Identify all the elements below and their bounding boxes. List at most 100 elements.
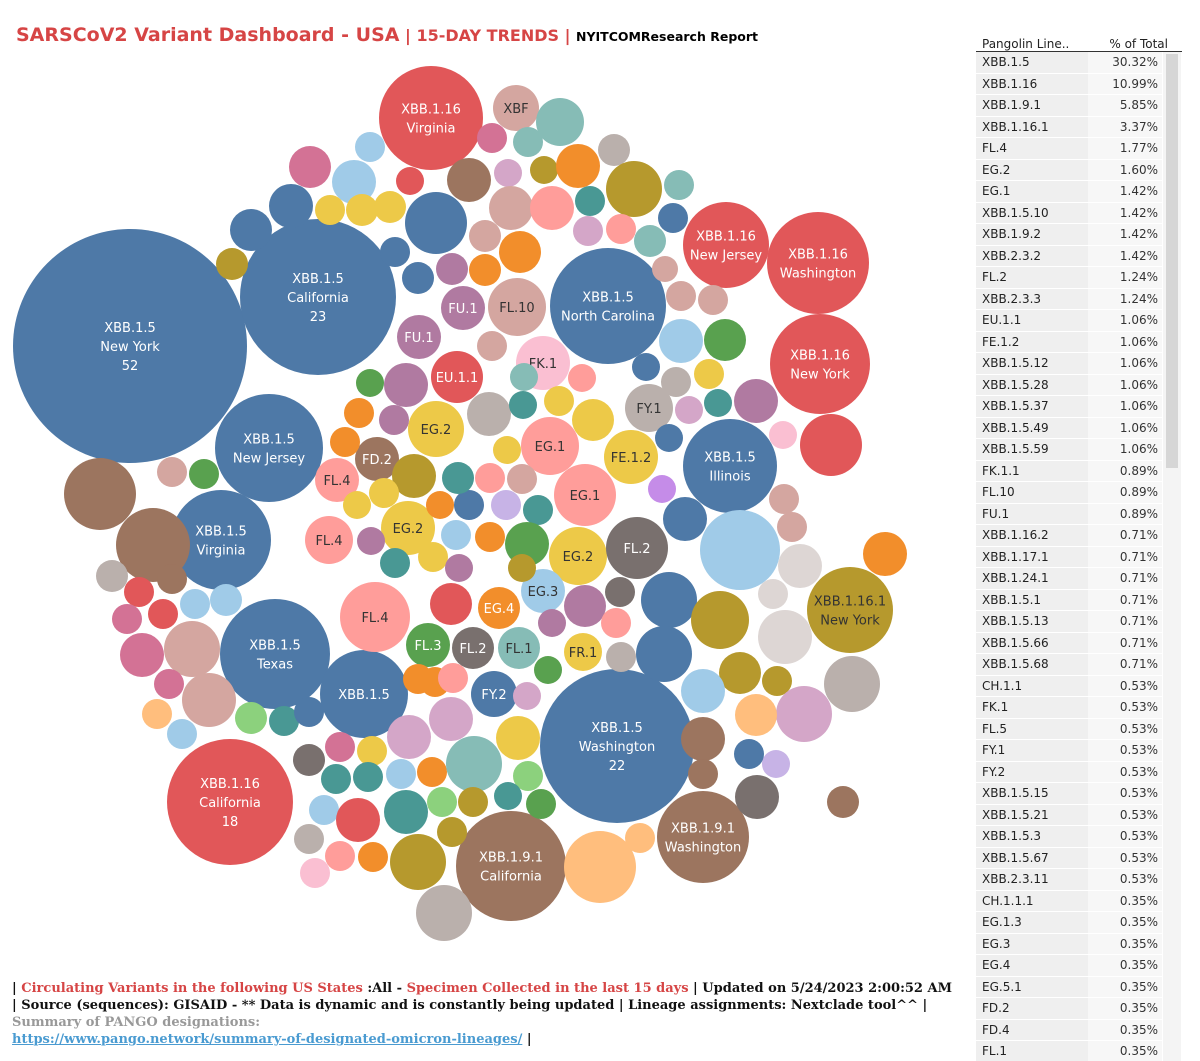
- table-row[interactable]: XBB.1.5.59 1.06%: [976, 439, 1182, 461]
- bubble-xbb-1-5-virginia[interactable]: XBB.1.5 Virginia: [171, 490, 271, 590]
- bubble-circle[interactable]: [405, 192, 467, 254]
- table-row[interactable]: FL.2 1.24%: [976, 267, 1182, 289]
- bubble-circle[interactable]: [661, 367, 691, 397]
- bubble[interactable]: [417, 757, 447, 787]
- bubble-circle[interactable]: [215, 394, 323, 502]
- bubble-circle[interactable]: [300, 858, 330, 888]
- bubble[interactable]: [536, 98, 584, 146]
- bubble-circle[interactable]: [770, 314, 870, 414]
- bubble-circle[interactable]: [625, 823, 655, 853]
- bubble-circle[interactable]: [386, 759, 416, 789]
- bubble-circle[interactable]: [475, 522, 505, 552]
- bubble-circle[interactable]: [408, 401, 464, 457]
- bubble[interactable]: [564, 831, 636, 903]
- bubble-circle[interactable]: [478, 587, 520, 629]
- bubble-circle[interactable]: [182, 673, 236, 727]
- bubble[interactable]: [632, 353, 660, 381]
- table-row[interactable]: XBB.1.16 10.99%: [976, 73, 1182, 95]
- bubble-circle[interactable]: [521, 417, 579, 475]
- bubble[interactable]: [508, 554, 536, 582]
- bubble[interactable]: [493, 436, 521, 464]
- bubble[interactable]: [442, 462, 474, 494]
- bubble-circle[interactable]: [343, 491, 371, 519]
- bubble-circle[interactable]: [496, 716, 540, 760]
- bubble-circle[interactable]: [688, 759, 718, 789]
- table-row[interactable]: XBB.1.16.2 0.71%: [976, 525, 1182, 547]
- bubble[interactable]: [467, 392, 511, 436]
- bubble[interactable]: [762, 666, 792, 696]
- bubble[interactable]: [120, 633, 164, 677]
- bubble[interactable]: [357, 527, 385, 555]
- bubble-eg-4[interactable]: EG.4: [478, 587, 520, 629]
- table-row[interactable]: XBB.2.3.11 0.53%: [976, 869, 1182, 891]
- bubble-circle[interactable]: [467, 392, 511, 436]
- bubble-fu-1[interactable]: FU.1: [397, 315, 441, 359]
- bubble-circle[interactable]: [700, 510, 780, 590]
- bubble[interactable]: [605, 577, 635, 607]
- bubble-circle[interactable]: [659, 319, 703, 363]
- bubble[interactable]: [704, 389, 732, 417]
- bubble-circle[interactable]: [436, 253, 468, 285]
- bubble-circle[interactable]: [384, 790, 428, 834]
- bubble[interactable]: [189, 459, 219, 489]
- bubble-circle[interactable]: [142, 699, 172, 729]
- bubble-eg-2[interactable]: EG.2: [549, 527, 607, 585]
- bubble-circle[interactable]: [397, 315, 441, 359]
- bubble[interactable]: [167, 719, 197, 749]
- bubble-circle[interactable]: [534, 656, 562, 684]
- bubble[interactable]: [507, 464, 537, 494]
- bubble[interactable]: [606, 214, 636, 244]
- bubble-circle[interactable]: [356, 369, 384, 397]
- bubble[interactable]: [437, 817, 467, 847]
- bubble-fy-1[interactable]: FY.1: [625, 384, 673, 432]
- bubble-eg-3[interactable]: EG.3: [521, 569, 565, 613]
- bubble[interactable]: [534, 656, 562, 684]
- bubble-circle[interactable]: [758, 610, 812, 664]
- bubble[interactable]: [496, 716, 540, 760]
- bubble-circle[interactable]: [431, 351, 483, 403]
- bubble-circle[interactable]: [216, 248, 248, 280]
- bubble-xbf[interactable]: XBF: [493, 85, 539, 131]
- bubble-circle[interactable]: [824, 656, 880, 712]
- bubble[interactable]: [658, 203, 688, 233]
- table-row[interactable]: EG.3 0.35%: [976, 933, 1182, 955]
- table-row[interactable]: XBB.1.17.1 0.71%: [976, 546, 1182, 568]
- bubble-circle[interactable]: [167, 739, 293, 865]
- bubble[interactable]: [734, 739, 764, 769]
- bubble[interactable]: [494, 159, 522, 187]
- bubble-fu-1[interactable]: FU.1: [441, 286, 485, 330]
- bubble[interactable]: [664, 170, 694, 200]
- bubble[interactable]: [405, 192, 467, 254]
- bubble-xbb-1-5-new-york[interactable]: XBB.1.5 New York 52: [13, 229, 247, 463]
- bubble-circle[interactable]: [320, 650, 408, 738]
- bubble[interactable]: [294, 824, 324, 854]
- bubble[interactable]: [180, 589, 210, 619]
- bubble[interactable]: [510, 363, 538, 391]
- bubble[interactable]: [343, 491, 371, 519]
- bubble-circle[interactable]: [521, 569, 565, 613]
- bubble[interactable]: [648, 475, 676, 503]
- bubble-fl-2[interactable]: FL.2: [606, 517, 668, 579]
- bubble-circle[interactable]: [683, 419, 777, 513]
- bubble-circle[interactable]: [289, 146, 331, 188]
- bubble-circle[interactable]: [157, 457, 187, 487]
- bubble-circle[interactable]: [605, 577, 635, 607]
- bubble[interactable]: [762, 750, 790, 778]
- bubble-circle[interactable]: [762, 750, 790, 778]
- bubble-circle[interactable]: [758, 579, 788, 609]
- bubble-circle[interactable]: [381, 501, 435, 555]
- table-row[interactable]: XBB.1.5.67 0.53%: [976, 847, 1182, 869]
- table-row[interactable]: CH.1.1.1 0.35%: [976, 890, 1182, 912]
- bubble-circle[interactable]: [550, 248, 666, 364]
- bubble[interactable]: [734, 379, 778, 423]
- bubble-circle[interactable]: [340, 582, 410, 652]
- bubble[interactable]: [700, 510, 780, 590]
- bubble-circle[interactable]: [493, 436, 521, 464]
- bubble-circle[interactable]: [469, 220, 501, 252]
- bubble[interactable]: [601, 608, 631, 638]
- bubble-circle[interactable]: [332, 160, 376, 204]
- bubble-circle[interactable]: [604, 430, 658, 484]
- bubble-circle[interactable]: [390, 834, 446, 890]
- table-row[interactable]: FD.2 0.35%: [976, 998, 1182, 1020]
- bubble-circle[interactable]: [446, 736, 502, 792]
